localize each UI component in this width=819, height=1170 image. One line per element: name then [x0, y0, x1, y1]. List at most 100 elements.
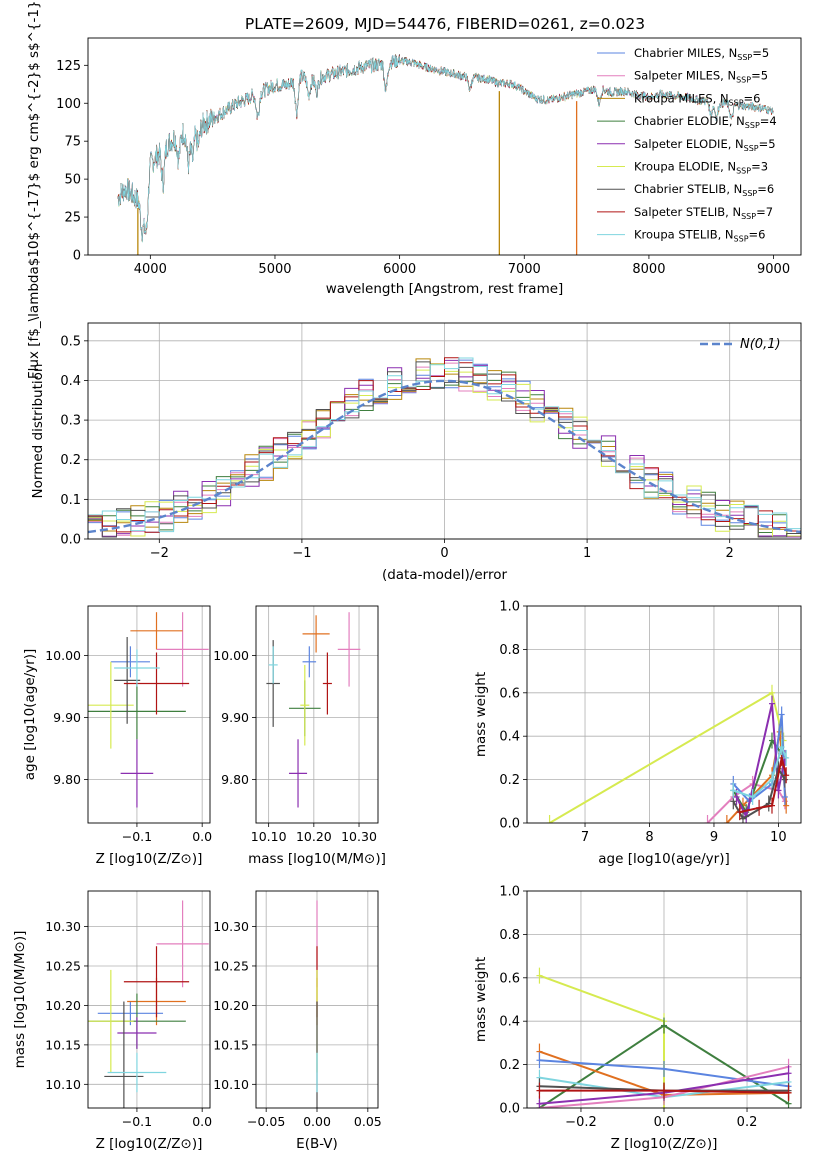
x-tick-label: 0.2: [737, 1115, 758, 1130]
plot-area: [266, 612, 361, 808]
y-axis-label: mass [log10(M/M⊙)]: [12, 931, 28, 1069]
y-tick-label: 0.8: [499, 643, 520, 658]
plot-area: [88, 612, 209, 808]
axes-frame: [526, 890, 802, 1109]
x-tick-label: 10.20: [296, 829, 332, 844]
legend-label: Salpeter STELIB, NSSP=7: [634, 205, 773, 221]
legend-label-sub: SSP: [729, 98, 744, 107]
legend-label-sub: SSP: [737, 53, 752, 62]
legend-label-sub: SSP: [742, 189, 757, 198]
x-axis-label: Z [log10(Z/Z⊙)]: [96, 851, 203, 867]
legend-label: N(0,1): [740, 337, 781, 352]
y-tick-label: 10.20: [213, 998, 249, 1013]
x-axis-label: age [log10(age/yr)]: [598, 851, 730, 867]
x-tick-label: 0.00: [303, 1114, 331, 1129]
legend-label-tail: =4: [760, 114, 777, 128]
legend-label-main: Kroupa ELODIE, N: [634, 160, 736, 174]
y-tick-label: 10.00: [45, 648, 81, 663]
legend-label: Kroupa MILES, NSSP=6: [634, 91, 760, 107]
x-tick-label: 0.0: [192, 829, 212, 844]
axes-frame: [255, 890, 379, 1109]
x-tick-label: −0.05: [247, 1114, 285, 1129]
panel-mass_weight_vs_Z: −0.2 0.0 0.2 0.0 0.2 0.4 0.6 0.8 1.0 Z [log10(Z/Z…: [473, 885, 802, 1152]
spectrum-line-kroupa_stelib: [117, 55, 774, 243]
legend-label-main: Kroupa STELIB, N: [634, 228, 734, 242]
y-tick-label: 0.5: [60, 334, 81, 349]
y-tick-label: 0.0: [499, 817, 520, 832]
x-tick-label: 9: [710, 830, 718, 845]
x-tick-label: −2: [150, 546, 169, 561]
y-tick-label: 0.2: [499, 773, 520, 788]
x-tick-label: 6000: [383, 262, 416, 277]
x-axis-label: mass [log10(M/M⊙)]: [248, 851, 386, 867]
x-tick-label: 2: [726, 546, 734, 561]
plot-area: [546, 684, 790, 823]
y-tick-label: 0.6: [499, 686, 520, 701]
legend-label-main: Salpeter ELODIE, N: [634, 137, 744, 151]
x-tick-label: −1: [292, 546, 311, 561]
x-tick-label: 8000: [632, 262, 665, 277]
x-tick-label: −0.2: [565, 1115, 597, 1130]
y-tick-label: 10.30: [45, 919, 81, 934]
legend-label-tail: =5: [759, 137, 776, 151]
x-tick-label: −0.1: [122, 1114, 152, 1129]
plot-area: [88, 357, 801, 538]
x-tick-label: 1: [583, 546, 591, 561]
x-tick-label: 0.0: [192, 1114, 212, 1129]
x-tick-label: 10.30: [341, 829, 377, 844]
y-tick-label: 9.80: [221, 772, 249, 787]
y-tick-label: 1.0: [499, 885, 520, 900]
x-tick-label: 10: [770, 830, 787, 845]
y-tick-label: 10.15: [45, 1037, 81, 1052]
y-tick-label: 0.2: [499, 1058, 520, 1073]
panel-spectrum: 4000 5000 6000 7000 8000 9000 0 25 50 75 100 125 wav…: [26, 0, 802, 379]
x-tick-label: 4000: [134, 262, 167, 277]
y-tick-label: 25: [64, 211, 81, 226]
y-tick-label: 0.2: [60, 453, 81, 468]
legend-label: Chabrier STELIB, NSSP=6: [634, 182, 774, 198]
panel-mass_vs_Z: −0.1 0.0 10.10 10.15 10.20 10.25 10.30 Z [log10…: [12, 890, 212, 1152]
x-tick-label: −0.1: [122, 829, 152, 844]
panel-mass_vs_ebv: −0.05 0.00 0.05 10.10 10.15 10.20 10.25 10.30 E(…: [213, 890, 382, 1152]
y-axis-label: Flux [f$_\lambda$10$^{-17}$ erg cm$^{-2}…: [26, 0, 42, 379]
x-tick-label: 7000: [508, 262, 541, 277]
y-tick-label: 125: [56, 59, 81, 74]
y-tick-label: 10.20: [45, 998, 81, 1013]
weight-line-chabrier_elodie: [732, 738, 783, 815]
legend-label-main: Chabrier MILES, N: [634, 46, 737, 60]
y-tick-label: 100: [56, 97, 81, 112]
y-tick-label: 0: [73, 249, 81, 264]
legend-label-sub: SSP: [744, 144, 759, 153]
legend-label: Salpeter MILES, NSSP=5: [634, 69, 768, 85]
y-tick-label: 10.10: [45, 1077, 81, 1092]
axes-frame: [87, 890, 211, 1109]
y-tick-label: 0.8: [499, 928, 520, 943]
legend-label-sub: SSP: [741, 212, 756, 221]
normal-curve: [88, 379, 801, 534]
y-tick-label: 0.4: [499, 1015, 520, 1030]
y-tick-label: 10.25: [45, 958, 81, 973]
axes-frame: [87, 322, 802, 540]
x-tick-label: 8: [645, 830, 653, 845]
x-axis-label: E(B-V): [296, 1136, 338, 1152]
x-axis-label: wavelength [Angstrom, rest frame]: [326, 281, 564, 297]
y-tick-label: 10.15: [213, 1037, 249, 1052]
legend-label-main: Salpeter MILES, N: [634, 69, 736, 83]
legend-label-main: Kroupa MILES, N: [634, 91, 729, 105]
axes-frame: [526, 605, 802, 824]
legend-label-tail: =6: [744, 91, 761, 105]
legend-label-tail: =3: [751, 160, 768, 174]
y-tick-label: 0.4: [499, 730, 520, 745]
y-tick-label: 10.00: [213, 648, 249, 663]
legend-label-sub: SSP: [745, 121, 760, 130]
legend-label: Chabrier ELODIE, NSSP=4: [634, 114, 777, 130]
axes-frame: [255, 605, 379, 824]
legend-label-tail: =5: [751, 69, 768, 83]
legend-label-main: Chabrier STELIB, N: [634, 182, 742, 196]
y-tick-label: 1.0: [499, 600, 520, 615]
y-tick-label: 75: [64, 135, 81, 150]
legend-label: Kroupa ELODIE, NSSP=3: [634, 160, 768, 176]
y-axis-label: Normed distribution: [30, 364, 46, 499]
